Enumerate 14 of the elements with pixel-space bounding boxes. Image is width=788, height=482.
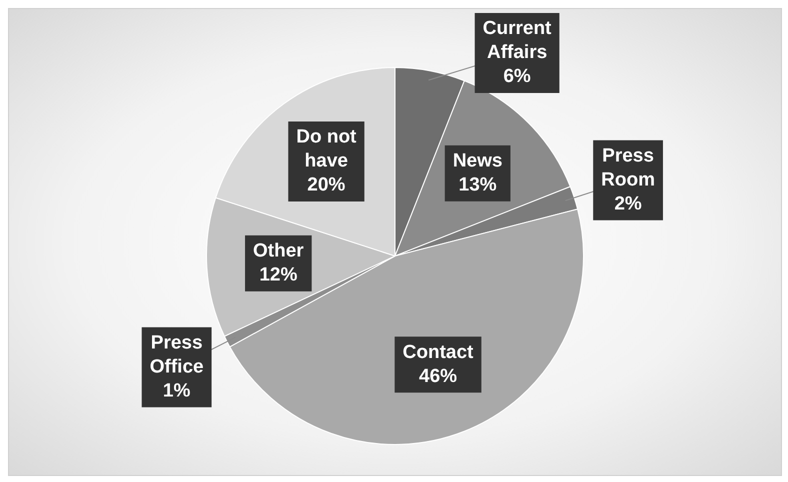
data-label: 2% — [614, 194, 642, 215]
slice-label: Current Affairs — [482, 18, 552, 64]
data-label: 1% — [162, 380, 190, 402]
data-label: 46% — [419, 366, 458, 387]
slice-label: Do not have — [296, 126, 358, 172]
slice-label: News — [452, 150, 502, 172]
data-label: 12% — [259, 264, 298, 286]
data-label: 20% — [307, 174, 346, 196]
slice-label: Press Room — [601, 146, 655, 191]
slice-label: Contact — [402, 342, 474, 363]
data-label: 13% — [458, 174, 497, 196]
slice-label: Press Office — [150, 332, 204, 378]
slice-label: Other — [253, 240, 304, 262]
data-label: 6% — [503, 66, 531, 88]
